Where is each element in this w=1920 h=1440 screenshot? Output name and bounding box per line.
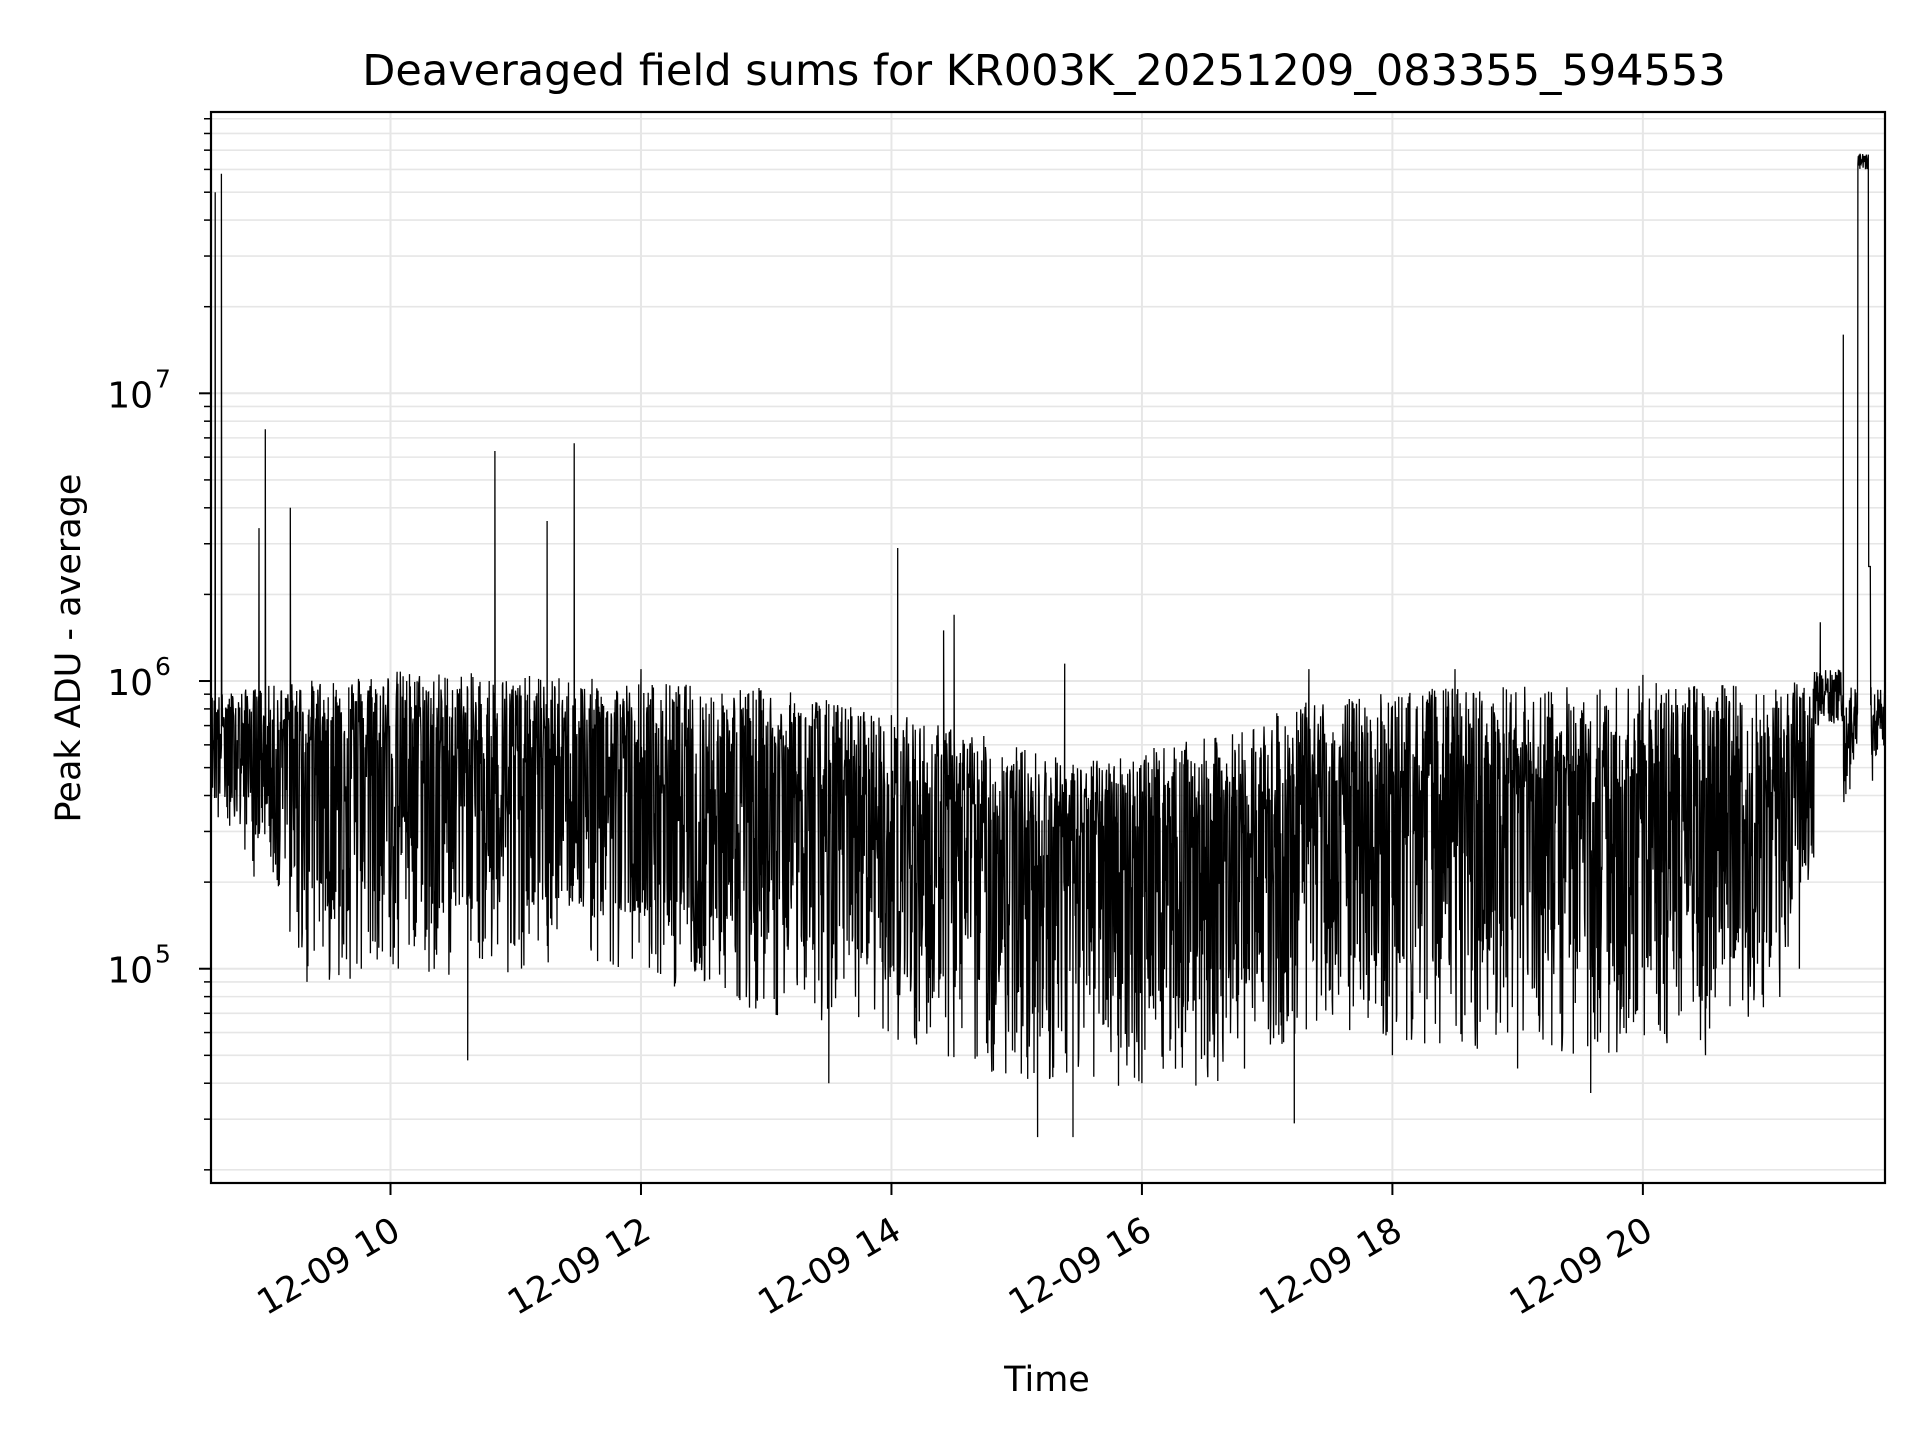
y-tick-label: 10 [107, 951, 153, 992]
y-tick-label: 10 [107, 663, 153, 704]
x-axis-label: Time [1003, 1360, 1090, 1400]
y-tick-label-exponent: 7 [155, 364, 171, 393]
y-axis-label: Peak ADU - average [49, 474, 89, 823]
series-line [210, 153, 1886, 1138]
y-tick-label: 10 [107, 375, 153, 416]
y-tick-label-exponent: 6 [155, 652, 171, 681]
data-line [210, 153, 1886, 1138]
y-tick-label-exponent: 5 [155, 940, 171, 969]
plot-frame [209, 110, 1887, 1185]
chart-title: Deaveraged field sums for KR003K_2025120… [362, 46, 1725, 96]
